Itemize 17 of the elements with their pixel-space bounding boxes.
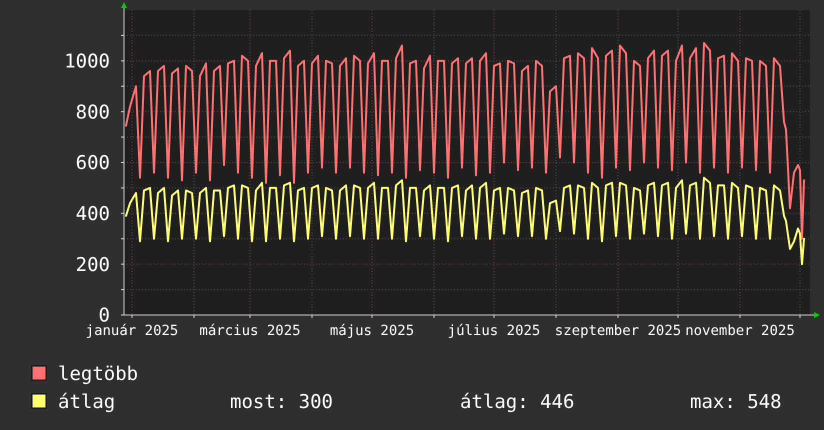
- text: most: 300: [230, 391, 333, 413]
- line-series: [125, 176, 805, 266]
- x-tick-label: május 2025: [330, 323, 414, 339]
- x-tick-label: március 2025: [199, 323, 301, 339]
- line-series: [125, 42, 805, 240]
- legend-label: legtöbb: [58, 363, 138, 385]
- text: átlag: 446: [460, 391, 574, 413]
- text: max: 548: [690, 391, 782, 413]
- y-tick-label: 800: [76, 101, 110, 124]
- y-tick-label: 400: [76, 202, 110, 225]
- y-tick-label: 200: [76, 254, 110, 276]
- x-tick-label: július 2025: [448, 323, 540, 339]
- x-tick-label: szeptember 2025: [554, 323, 682, 339]
- y-tick-label: 600: [76, 152, 110, 174]
- legend-label: átlag: [58, 391, 116, 413]
- x-tick-label: november 2025: [685, 323, 795, 339]
- y-tick-label: 1000: [64, 50, 110, 72]
